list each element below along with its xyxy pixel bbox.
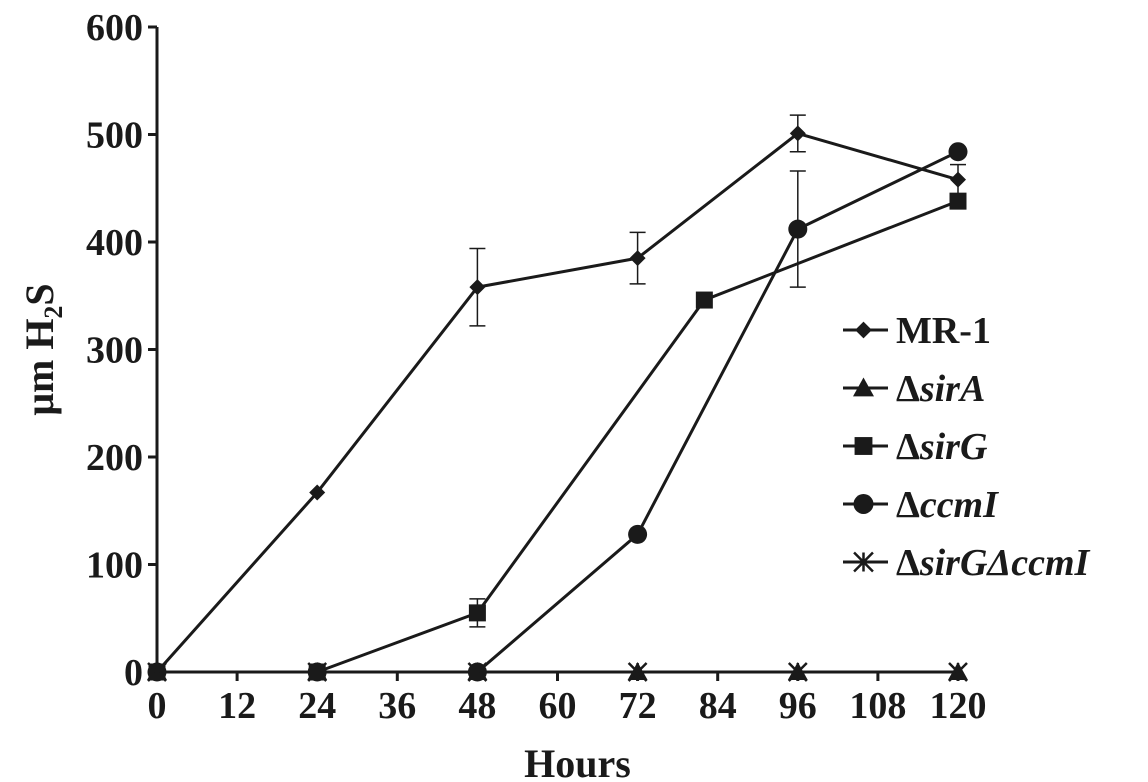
legend-label-italic: ccmI xyxy=(920,484,999,526)
x-tick-label: 60 xyxy=(539,685,577,727)
legend-label-italic: sirGΔccmI xyxy=(919,542,1091,584)
data-point-diamond xyxy=(629,250,646,267)
legend-swatch-marker xyxy=(853,494,874,514)
data-point-diamond xyxy=(789,125,806,142)
legend-label-prefix: Δ xyxy=(896,368,920,410)
y-tick-label: 200 xyxy=(86,437,143,479)
data-point-circle xyxy=(788,219,808,239)
legend-swatch-marker xyxy=(854,437,873,455)
y-tick-label: 600 xyxy=(86,7,143,49)
data-point-star xyxy=(307,662,328,682)
legend-label: ΔsirG xyxy=(896,426,988,468)
data-point-square xyxy=(695,291,713,309)
data-point-star xyxy=(787,662,808,682)
series-line-3 xyxy=(157,150,959,674)
legend-label-prefix: Δ xyxy=(896,542,920,584)
y-tick-label: 0 xyxy=(124,652,143,694)
y-tick-label: 400 xyxy=(86,222,143,264)
legend-label: MR-1 xyxy=(896,310,991,352)
y-tick-label: 500 xyxy=(86,115,143,157)
legend-label: ΔsirGΔccmI xyxy=(896,542,1091,584)
y-tick-label: 100 xyxy=(86,545,143,587)
y-axis-title-subscript: 2 xyxy=(39,306,68,319)
data-point-square xyxy=(949,192,967,210)
data-point-star xyxy=(467,662,488,682)
y-axis-title-main: μm H xyxy=(17,319,62,416)
legend-label-italic: sirG xyxy=(919,426,988,468)
legend-label: ΔccmI xyxy=(896,484,999,526)
x-tick-label: 36 xyxy=(378,685,416,727)
legend-label-prefix: Δ xyxy=(896,426,920,468)
data-point-star xyxy=(627,662,648,682)
markers-group xyxy=(147,125,968,682)
legend-swatch-marker xyxy=(853,377,874,397)
series-line-0 xyxy=(155,131,959,673)
data-point-diamond xyxy=(309,484,326,501)
legend-swatch-marker xyxy=(855,321,872,339)
data-point-diamond xyxy=(950,171,966,188)
legend-swatch-marker xyxy=(853,551,874,573)
y-axis-title-tail: S xyxy=(17,283,62,305)
data-point-star xyxy=(948,662,968,682)
series-group xyxy=(155,114,966,674)
x-tick-label: 84 xyxy=(699,685,737,727)
data-point-circle xyxy=(948,142,968,162)
data-point-square xyxy=(468,604,486,622)
legend-label-prefix: Δ xyxy=(896,484,920,526)
x-tick-label: 0 xyxy=(148,685,167,727)
y-tick-label: 300 xyxy=(86,330,143,372)
data-point-circle xyxy=(628,524,648,544)
data-point-diamond xyxy=(469,279,486,296)
data-point-star xyxy=(147,662,167,682)
x-tick-label: 108 xyxy=(849,685,906,727)
x-axis-title: Hours xyxy=(524,741,631,782)
legend-label-italic: sirA xyxy=(919,368,985,410)
x-tick-label: 24 xyxy=(298,685,336,727)
legend-label: ΔsirA xyxy=(896,368,985,410)
y-axis-title: μm H2S xyxy=(17,283,68,415)
x-tick-label: 120 xyxy=(930,685,987,727)
x-tick-label: 12 xyxy=(218,685,256,727)
x-tick-label: 96 xyxy=(779,685,817,727)
x-tick-label: 48 xyxy=(458,685,496,727)
axes-group: 0 100 200 300 400 500 600 0 12 24 36 48 60 72 84 96 108 1… xyxy=(86,7,987,727)
x-tick-label: 72 xyxy=(619,685,657,727)
